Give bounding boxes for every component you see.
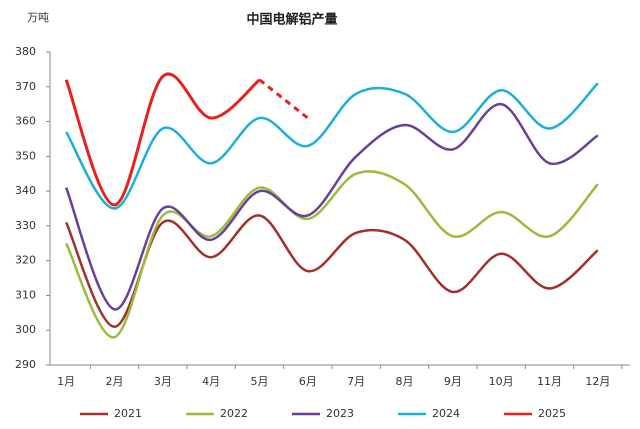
series-line	[64, 72, 261, 207]
y-tick-label: 330	[15, 219, 36, 232]
y-tick-label: 340	[15, 184, 36, 197]
y-tick-label: 320	[15, 254, 36, 267]
legend-label: 2024	[432, 407, 460, 420]
y-tick-label: 290	[15, 358, 36, 371]
y-tick-label: 380	[15, 45, 36, 58]
series-line	[65, 102, 599, 311]
y-tick-label: 350	[15, 149, 36, 162]
x-tick-label: 7月	[347, 375, 365, 388]
x-tick-label: 2月	[106, 375, 124, 388]
series-line	[258, 78, 309, 120]
y-tick-label: 360	[15, 115, 36, 128]
x-tick-label: 1月	[57, 375, 75, 388]
legend-label: 2021	[114, 407, 142, 420]
x-tick-label: 5月	[251, 375, 269, 388]
x-tick-label: 6月	[299, 375, 317, 388]
legend-label: 2022	[220, 407, 248, 420]
x-tick-label: 11月	[537, 375, 562, 388]
x-tick-label: 10月	[489, 375, 514, 388]
y-tick-label: 300	[15, 323, 36, 336]
y-tick-label: 370	[15, 80, 36, 93]
legend-label: 2025	[538, 407, 566, 420]
series-line	[65, 214, 599, 328]
x-tick-label: 9月	[444, 375, 462, 388]
y-tick-label: 310	[15, 288, 36, 301]
chart-title: 中国电解铝产量	[246, 12, 337, 28]
series-line	[65, 82, 599, 210]
x-tick-label: 12月	[585, 375, 610, 388]
legend-label: 2023	[326, 407, 354, 420]
series-line	[65, 170, 599, 339]
x-tick-label: 8月	[396, 375, 414, 388]
x-tick-label: 4月	[202, 375, 220, 388]
y-axis-unit: 万吨	[27, 11, 49, 24]
x-tick-label: 3月	[154, 375, 172, 388]
